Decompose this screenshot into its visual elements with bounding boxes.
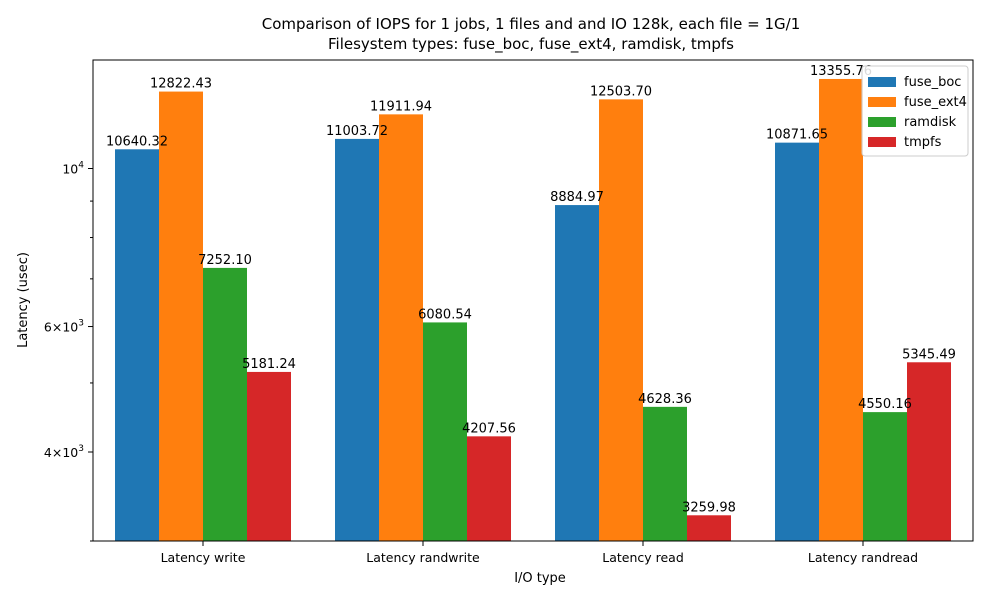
legend-box xyxy=(861,65,969,157)
data-label-fuse_boc-2: 11003.72 xyxy=(326,124,388,139)
data-label-fuse_ext4-1: 12822.43 xyxy=(150,77,212,92)
bar-ramdisk-2 xyxy=(423,322,467,541)
bar-tmpfs-2 xyxy=(467,436,511,541)
data-label-tmpfs-1: 5181.24 xyxy=(242,357,296,372)
data-label-fuse_ext4-2: 11911.94 xyxy=(370,99,432,114)
x-axis: Latency write Latency randwrite Latency re… xyxy=(161,541,918,565)
y-axis-label: Latency (usec) xyxy=(16,252,31,348)
y-tick-label-2: 6×103 xyxy=(44,319,84,335)
legend-label-fuse_ext4: fuse_ext4 xyxy=(904,95,967,110)
data-label-fuse_ext4-4: 13355.76 xyxy=(810,64,872,79)
legend-label-ramdisk: ramdisk xyxy=(904,115,957,130)
bar-fuse_ext4-4 xyxy=(819,78,863,542)
y-axis: 4×103 6×103 104 xyxy=(44,160,93,542)
x-tick-label-2: Latency randwrite xyxy=(366,550,480,565)
data-label-fuse_ext4-3: 12503.70 xyxy=(590,84,652,99)
legend-label-fuse_boc: fuse_boc xyxy=(904,75,961,90)
x-tick-label-1: Latency write xyxy=(161,550,246,565)
bar-ramdisk-3 xyxy=(643,406,687,541)
legend-swatch-fuse_boc xyxy=(868,77,896,87)
data-label-ramdisk-4: 4550.16 xyxy=(858,397,912,412)
legend-swatch-ramdisk xyxy=(868,117,896,127)
chart-title-line1: Comparison of IOPS for 1 jobs, 1 files a… xyxy=(262,15,801,33)
data-label-ramdisk-1: 7252.10 xyxy=(198,253,252,268)
x-tick-label-3: Latency read xyxy=(602,550,684,565)
data-label-tmpfs-4: 5345.49 xyxy=(902,347,956,362)
data-label-ramdisk-2: 6080.54 xyxy=(418,307,472,322)
bar-ramdisk-4 xyxy=(863,412,907,541)
data-label-fuse_boc-4: 10871.65 xyxy=(766,128,828,143)
bar-fuse_ext4-1 xyxy=(159,91,203,541)
bar-fuse_boc-2 xyxy=(335,138,379,541)
data-label-ramdisk-3: 4628.36 xyxy=(638,392,692,407)
y-tick-label-3: 104 xyxy=(62,160,84,176)
x-tick-label-4: Latency randread xyxy=(808,550,918,565)
bar-fuse_boc-1 xyxy=(115,149,159,542)
data-label-tmpfs-3: 3259.98 xyxy=(682,500,736,515)
bar-fuse_ext4-2 xyxy=(379,114,423,542)
bar-tmpfs-3 xyxy=(687,515,731,541)
bars-group xyxy=(115,78,951,542)
x-axis-label: I/O type xyxy=(514,571,566,586)
bar-fuse_boc-3 xyxy=(555,205,599,541)
data-label-fuse_boc-1: 10640.32 xyxy=(106,134,168,149)
data-labels-group: 10640.32 12822.43 7252.10 5181.24 11003.72 11… xyxy=(106,64,956,515)
data-label-fuse_boc-3: 8884.97 xyxy=(550,190,604,205)
y-tick-label-1: 4×103 xyxy=(44,444,84,460)
plot-frame xyxy=(92,59,974,542)
bar-tmpfs-1 xyxy=(247,371,291,541)
legend-swatch-tmpfs xyxy=(868,137,896,147)
bar-ramdisk-1 xyxy=(203,267,247,541)
legend-swatch-fuse_ext4 xyxy=(868,97,896,107)
chart-title-line2: Filesystem types: fuse_boc, fuse_ext4, r… xyxy=(328,35,734,54)
legend-label-tmpfs: tmpfs xyxy=(904,135,942,150)
bar-fuse_boc-4 xyxy=(775,142,819,541)
data-label-tmpfs-2: 4207.56 xyxy=(462,421,516,436)
bar-tmpfs-4 xyxy=(907,362,951,541)
bar-fuse_ext4-3 xyxy=(599,99,643,542)
